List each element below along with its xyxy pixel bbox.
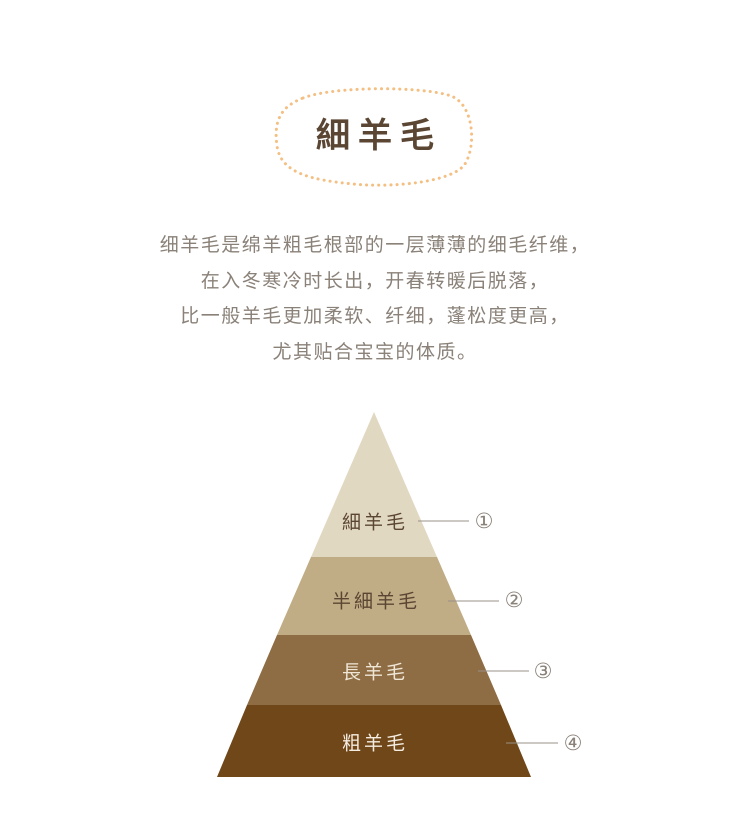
- pyramid-layer-coarse: [217, 705, 531, 777]
- layer-label-fine: 細羊毛: [341, 511, 409, 534]
- page-title: 細羊毛: [316, 116, 442, 156]
- pyramid-layer-fine: [311, 412, 437, 557]
- description-line: 细羊毛是绵羊粗毛根部的一层薄薄的细毛纤维，: [159, 234, 591, 256]
- layer-label-semi-fine: 半細羊毛: [331, 590, 421, 613]
- pyramid-layer-semi-fine: [277, 557, 471, 635]
- marker-2: ②: [504, 588, 524, 612]
- description-line: 在入冬寒冷时长出，开春转暖后脱落，: [200, 269, 550, 292]
- title-badge: 細羊毛: [273, 84, 477, 188]
- pyramid-layer-long: [247, 635, 501, 705]
- description: 细羊毛是绵羊粗毛根部的一层薄薄的细毛纤维， 在入冬寒冷时长出，开春转暖后脱落， …: [0, 228, 750, 370]
- layer-label-coarse: 粗羊毛: [341, 732, 409, 755]
- marker-1: ①: [474, 509, 494, 533]
- marker-4: ④: [563, 731, 583, 755]
- marker-3: ③: [533, 659, 553, 683]
- description-line: 尤其贴合宝宝的体质。: [272, 340, 478, 363]
- dotted-cloud-border: [274, 87, 474, 187]
- layer-label-long: 長羊毛: [341, 661, 409, 684]
- description-line: 比一般羊毛更加柔软、纤细，蓬松度更高，: [180, 305, 570, 327]
